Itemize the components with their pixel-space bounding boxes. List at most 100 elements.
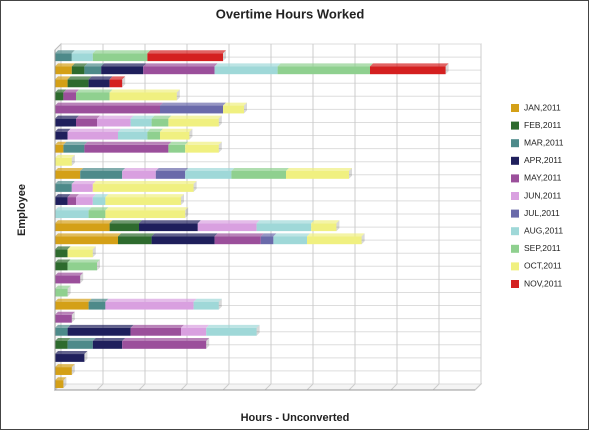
legend-label: OCT,2011 bbox=[524, 261, 562, 271]
bar-end bbox=[349, 167, 352, 179]
tick-mark bbox=[96, 383, 104, 391]
bar-segment bbox=[92, 194, 109, 205]
bar-segment bbox=[130, 324, 184, 336]
bar-end bbox=[218, 115, 222, 127]
bar-segment bbox=[109, 76, 126, 88]
bar-segment bbox=[197, 220, 260, 232]
bar-segment bbox=[71, 50, 96, 62]
bar-segment bbox=[105, 207, 189, 219]
bar-segment bbox=[151, 233, 218, 245]
bar-segment bbox=[160, 128, 193, 140]
bar-segment bbox=[55, 154, 75, 166]
legend-swatch bbox=[511, 104, 519, 112]
bar-segment bbox=[206, 324, 260, 336]
bar-segment bbox=[185, 167, 235, 179]
bar-segment bbox=[256, 220, 315, 232]
bar-end bbox=[122, 76, 126, 88]
bar-segment bbox=[67, 194, 79, 205]
bar-end bbox=[445, 63, 449, 75]
bar-segment bbox=[55, 220, 113, 232]
bar-segment bbox=[109, 89, 180, 101]
bar-segment bbox=[260, 233, 277, 245]
legend-label: MAY,2011 bbox=[524, 173, 562, 183]
bar-segment bbox=[76, 115, 100, 127]
bar-segment bbox=[71, 181, 96, 192]
bar-segment bbox=[55, 259, 71, 271]
bar-segment bbox=[181, 324, 210, 336]
bar-end bbox=[244, 102, 247, 114]
bar-segment bbox=[122, 337, 210, 349]
bar-end bbox=[71, 154, 75, 166]
tick-mark bbox=[432, 383, 440, 391]
bar-segment bbox=[67, 337, 96, 349]
legend-swatch bbox=[511, 280, 519, 288]
bar-end bbox=[336, 220, 340, 232]
bar-segment bbox=[55, 141, 67, 153]
legend-label: JUL,2011 bbox=[524, 208, 560, 218]
bar-segment bbox=[55, 233, 121, 245]
bar-segment bbox=[63, 89, 79, 101]
bar-segment bbox=[55, 167, 84, 179]
bar-segment bbox=[63, 141, 88, 153]
legend-swatch bbox=[511, 121, 519, 130]
bar-segment bbox=[214, 63, 281, 75]
bar-segment bbox=[84, 63, 105, 75]
bar-end bbox=[206, 337, 210, 349]
bar-segment bbox=[88, 207, 109, 219]
bar-end bbox=[223, 50, 226, 62]
bar-segment bbox=[55, 128, 71, 140]
bar-segment bbox=[92, 181, 197, 192]
legend-swatch bbox=[511, 156, 519, 165]
bar-segment bbox=[67, 76, 92, 88]
bar-segment bbox=[168, 115, 222, 127]
legend-label: AUG,2011 bbox=[524, 225, 563, 235]
legend-label: JUN,2011 bbox=[524, 190, 561, 200]
tick-mark bbox=[474, 383, 482, 391]
legend-label: SEP,2011 bbox=[524, 243, 561, 253]
legend-label: APR,2011 bbox=[524, 155, 562, 165]
bar-segment bbox=[370, 63, 449, 75]
tick-mark bbox=[306, 383, 314, 391]
bar-end bbox=[71, 364, 75, 375]
bar-segment bbox=[168, 141, 189, 153]
bar-end bbox=[63, 377, 67, 389]
bar-segment bbox=[55, 351, 88, 362]
bar-segment bbox=[143, 63, 218, 75]
bar-segment bbox=[105, 194, 184, 205]
bar-segment bbox=[105, 298, 197, 310]
bar-segment bbox=[71, 63, 88, 75]
bar-segment bbox=[88, 298, 109, 310]
bar-end bbox=[67, 285, 71, 297]
bar-segment bbox=[277, 63, 373, 75]
legend-label: MAR,2011 bbox=[524, 137, 564, 147]
bar-segment bbox=[55, 115, 79, 127]
bar-segment bbox=[147, 50, 226, 62]
bar-segment bbox=[55, 246, 71, 258]
legend-swatch bbox=[511, 192, 519, 200]
legend-swatch bbox=[511, 227, 519, 236]
bar-segment bbox=[55, 207, 92, 219]
legend-label: NOV,2011 bbox=[524, 278, 563, 288]
bar-end bbox=[193, 181, 197, 192]
bar-segment bbox=[307, 233, 365, 245]
chart-title: Overtime Hours Worked bbox=[216, 6, 365, 21]
bar-end bbox=[218, 141, 222, 153]
bar-end bbox=[71, 311, 75, 323]
tick-mark bbox=[390, 383, 398, 391]
legend-swatch bbox=[511, 174, 519, 183]
y-axis-label: Employee bbox=[16, 184, 28, 236]
bar-segment bbox=[109, 220, 142, 232]
bar-segment bbox=[147, 128, 163, 140]
bar-segment bbox=[311, 220, 340, 232]
bar-segment bbox=[55, 76, 71, 88]
bar-end bbox=[189, 128, 193, 140]
bar-segment bbox=[55, 50, 75, 62]
x-axis-label: Hours - Unconverted bbox=[241, 412, 350, 424]
bar-segment bbox=[160, 102, 226, 114]
bar-segment bbox=[92, 50, 151, 62]
tick-mark bbox=[264, 383, 272, 391]
bar-segment bbox=[231, 167, 289, 179]
tick-mark bbox=[138, 383, 146, 391]
